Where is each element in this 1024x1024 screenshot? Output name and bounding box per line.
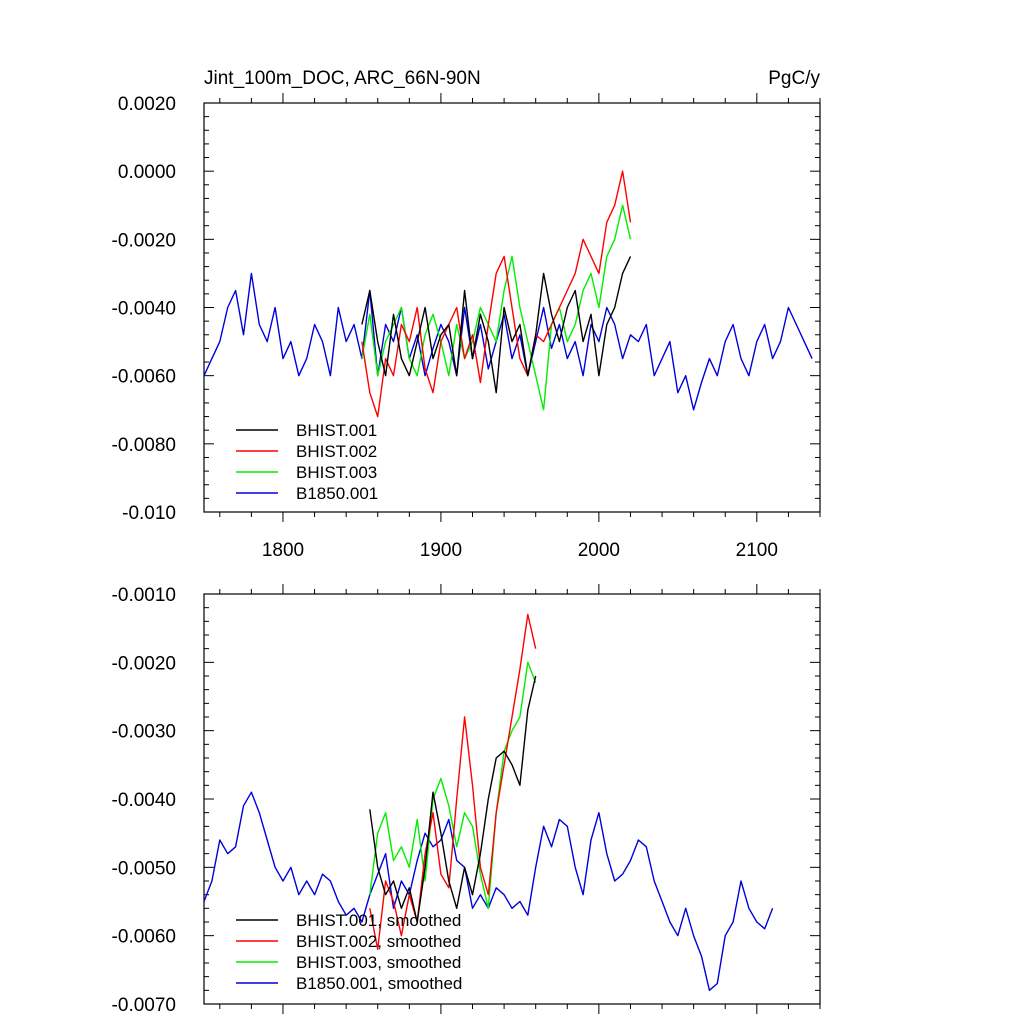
series-line-bhist-002 xyxy=(361,170,632,418)
y-tick-label: -0.0010 xyxy=(112,585,176,606)
y-tick-label: -0.0050 xyxy=(112,858,176,879)
legend-label: BHIST.001, smoothed xyxy=(296,911,461,930)
legend: BHIST.001, smoothed BHIST.002, smoothed BH… xyxy=(236,911,462,993)
chart-title: Jint_100m_DOC, ARC_66N-90N xyxy=(204,68,481,89)
series-line-bhist-001-smoothed xyxy=(369,675,537,923)
legend-label: BHIST.001 xyxy=(296,421,377,440)
tick-group: -0.0070 -0.0060 -0.0050 -0.0040 -0.0030 -0.00… xyxy=(112,584,821,1016)
x-tick-label: 2100 xyxy=(736,540,778,561)
y-tick-label: -0.0060 xyxy=(112,367,176,388)
top-panel: Jint_100m_DOC, ARC_66N-90N PgC/y -0.010-… xyxy=(112,68,821,561)
series-line-b1850-001 xyxy=(203,272,813,411)
legend: BHIST.001 BHIST.002 BHIST.003 B1850.001 xyxy=(236,421,378,503)
series-line-bhist-003 xyxy=(361,204,632,411)
series-line-bhist-003-smoothed xyxy=(369,661,537,909)
y-tick-label: -0.0060 xyxy=(112,927,176,948)
y-tick-label: -0.0070 xyxy=(112,995,176,1016)
x-tick-label: 1900 xyxy=(420,540,462,561)
bottom-panel: -0.0070 -0.0060 -0.0050 -0.0040 -0.0030 -0.00… xyxy=(112,584,821,1016)
series-group xyxy=(203,170,813,418)
legend-label: BHIST.003, smoothed xyxy=(296,953,461,972)
legend-label: BHIST.002 xyxy=(296,442,377,461)
series-line-bhist-001 xyxy=(361,256,632,394)
y-tick-label: -0.0020 xyxy=(112,230,176,251)
y-tick-label: -0.010 xyxy=(122,503,176,524)
x-tick-label: 2000 xyxy=(578,540,620,561)
legend-label: B1850.001, smoothed xyxy=(296,974,462,993)
y-tick-label: -0.0040 xyxy=(112,299,176,320)
legend-label: BHIST.003 xyxy=(296,463,377,482)
legend-label: B1850.001 xyxy=(296,484,378,503)
tick-group: -0.010 -0.0080 -0.0060 -0.0040 -0.0020 0.0000… xyxy=(112,93,821,561)
series-line-bhist-002-smoothed xyxy=(369,613,537,950)
series-group xyxy=(203,613,774,991)
legend-label: BHIST.002, smoothed xyxy=(296,932,461,951)
y-tick-label: -0.0020 xyxy=(112,653,176,674)
x-tick-label: 1800 xyxy=(262,540,304,561)
y-tick-label: -0.0030 xyxy=(112,722,176,743)
y-tick-label: 0.0000 xyxy=(118,162,176,183)
units-label: PgC/y xyxy=(768,68,820,89)
y-tick-label: 0.0020 xyxy=(118,94,176,115)
y-tick-label: -0.0040 xyxy=(112,790,176,811)
y-tick-label: -0.0080 xyxy=(112,435,176,456)
